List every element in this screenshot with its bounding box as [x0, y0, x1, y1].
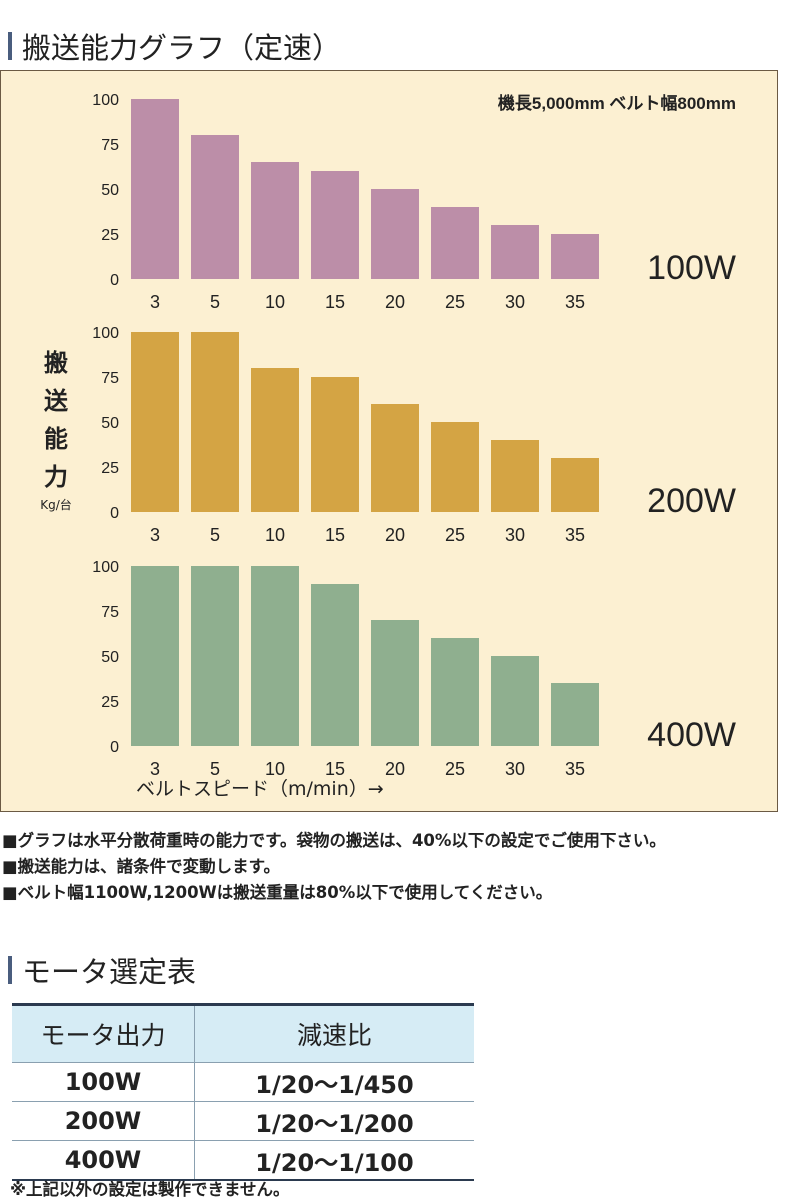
footnote: ※上記以外の設定は製作できません。 — [10, 1180, 290, 1199]
y-tick-label: 100 — [92, 559, 119, 576]
y-axis-label-char: 力 — [44, 463, 68, 491]
x-tick-label: 30 — [505, 759, 525, 779]
y-tick-label: 100 — [92, 325, 119, 342]
y-tick-label: 75 — [101, 604, 119, 621]
y-tick-label: 50 — [101, 415, 119, 432]
x-tick-label: 10 — [265, 759, 285, 779]
y-tick-label: 25 — [101, 460, 119, 477]
x-tick-label: 10 — [265, 292, 285, 312]
cell-motor-output: 400W — [12, 1140, 195, 1181]
y-tick-label: 75 — [101, 370, 119, 387]
header-reduction-ratio: 減速比 — [194, 1003, 474, 1063]
x-tick-label: 25 — [445, 292, 465, 312]
x-tick-label: 5 — [210, 292, 220, 312]
y-tick-label: 0 — [110, 739, 119, 756]
bar — [491, 440, 539, 512]
cell-reduction-ratio: 1/20～1/200 — [194, 1101, 474, 1141]
bar — [251, 368, 299, 512]
y-tick-label: 100 — [92, 92, 119, 109]
y-tick-label: 0 — [110, 272, 119, 289]
y-axis-label-char: 送 — [44, 387, 69, 415]
x-tick-label: 25 — [445, 525, 465, 545]
bar — [311, 584, 359, 746]
cell-reduction-ratio: 1/20～1/450 — [194, 1062, 474, 1102]
cell-reduction-ratio: 1/20～1/100 — [194, 1140, 474, 1181]
bar — [431, 207, 479, 279]
header-motor-output: モータ出力 — [12, 1003, 195, 1063]
bar — [131, 566, 179, 746]
y-axis-label-char: 搬 — [44, 349, 68, 377]
bar — [551, 458, 599, 512]
x-tick-label: 10 — [265, 525, 285, 545]
x-tick-label: 20 — [385, 525, 405, 545]
y-tick-label: 25 — [101, 694, 119, 711]
bar — [371, 189, 419, 279]
table-header-row: モータ出力 減速比 — [12, 1003, 474, 1063]
bar — [431, 422, 479, 512]
x-tick-label: 20 — [385, 292, 405, 312]
cell-motor-output: 200W — [12, 1101, 195, 1141]
bar — [311, 377, 359, 512]
cell-motor-output: 100W — [12, 1062, 195, 1102]
bar — [251, 162, 299, 279]
bar — [251, 566, 299, 746]
bar — [191, 566, 239, 746]
y-tick-label: 75 — [101, 137, 119, 154]
bar — [371, 620, 419, 746]
series-label: 100W — [647, 249, 736, 287]
y-tick-label: 50 — [101, 649, 119, 666]
title-accent-bar — [8, 956, 12, 984]
x-tick-label: 25 — [445, 759, 465, 779]
section-title-chart: 搬送能力グラフ（定速） — [8, 26, 341, 66]
x-tick-label: 5 — [210, 759, 220, 779]
bar — [551, 683, 599, 746]
series-label: 200W — [647, 482, 736, 520]
bar — [491, 656, 539, 746]
y-tick-label: 50 — [101, 182, 119, 199]
bar — [191, 332, 239, 512]
bar — [191, 135, 239, 279]
bar — [131, 99, 179, 279]
title-accent-bar — [8, 32, 12, 60]
x-axis-label: ベルトスピード（m/min）→ — [136, 778, 384, 800]
x-tick-label: 3 — [150, 525, 160, 545]
x-tick-label: 30 — [505, 525, 525, 545]
x-tick-label: 30 — [505, 292, 525, 312]
y-tick-label: 0 — [110, 505, 119, 522]
bar — [431, 638, 479, 746]
table-row: 100W 1/20～1/450 — [12, 1062, 474, 1102]
table-row: 400W 1/20～1/100 — [12, 1140, 474, 1181]
table-row: 200W 1/20～1/200 — [12, 1101, 474, 1141]
note-line: ■グラフは水平分散荷重時の能力です。袋物の搬送は、40%以下の設定でご使用下さい… — [2, 831, 666, 850]
x-tick-label: 5 — [210, 525, 220, 545]
bar — [551, 234, 599, 279]
notes: ■グラフは水平分散荷重時の能力です。袋物の搬送は、40%以下の設定でご使用下さい… — [2, 828, 666, 906]
note-line: ■ベルト幅1100W,1200Wは搬送重量は80%以下で使用してください。 — [2, 883, 553, 902]
x-tick-label: 15 — [325, 759, 345, 779]
bar — [371, 404, 419, 512]
y-axis-unit: Kg/台 — [40, 497, 72, 512]
section-title-motor: モータ選定表 — [8, 950, 196, 990]
y-axis-label-char: 能 — [44, 425, 68, 453]
y-tick-label: 25 — [101, 227, 119, 244]
note-line: ■搬送能力は、諸条件で変動します。 — [2, 857, 280, 876]
x-tick-label: 3 — [150, 292, 160, 312]
x-tick-label: 35 — [565, 759, 585, 779]
x-tick-label: 35 — [565, 525, 585, 545]
x-tick-label: 20 — [385, 759, 405, 779]
chart-panel: 機長5,000mm ベルト幅800mm 搬送能力 Kg/台 0 25 50 75 100 3 5 1… — [0, 70, 778, 812]
x-tick-label: 15 — [325, 525, 345, 545]
section-title-text: 搬送能力グラフ（定速） — [22, 31, 342, 65]
motor-selection-table: モータ出力 減速比 100W 1/20～1/450 200W 1/20～1/20… — [12, 1003, 474, 1181]
x-tick-label: 35 — [565, 292, 585, 312]
bar — [311, 171, 359, 279]
x-tick-label: 15 — [325, 292, 345, 312]
series-label: 400W — [647, 716, 736, 754]
bar — [491, 225, 539, 279]
chart-condition: 機長5,000mm ベルト幅800mm — [498, 93, 736, 113]
bar — [131, 332, 179, 512]
x-tick-label: 3 — [150, 759, 160, 779]
section-title-text: モータ選定表 — [22, 955, 197, 989]
